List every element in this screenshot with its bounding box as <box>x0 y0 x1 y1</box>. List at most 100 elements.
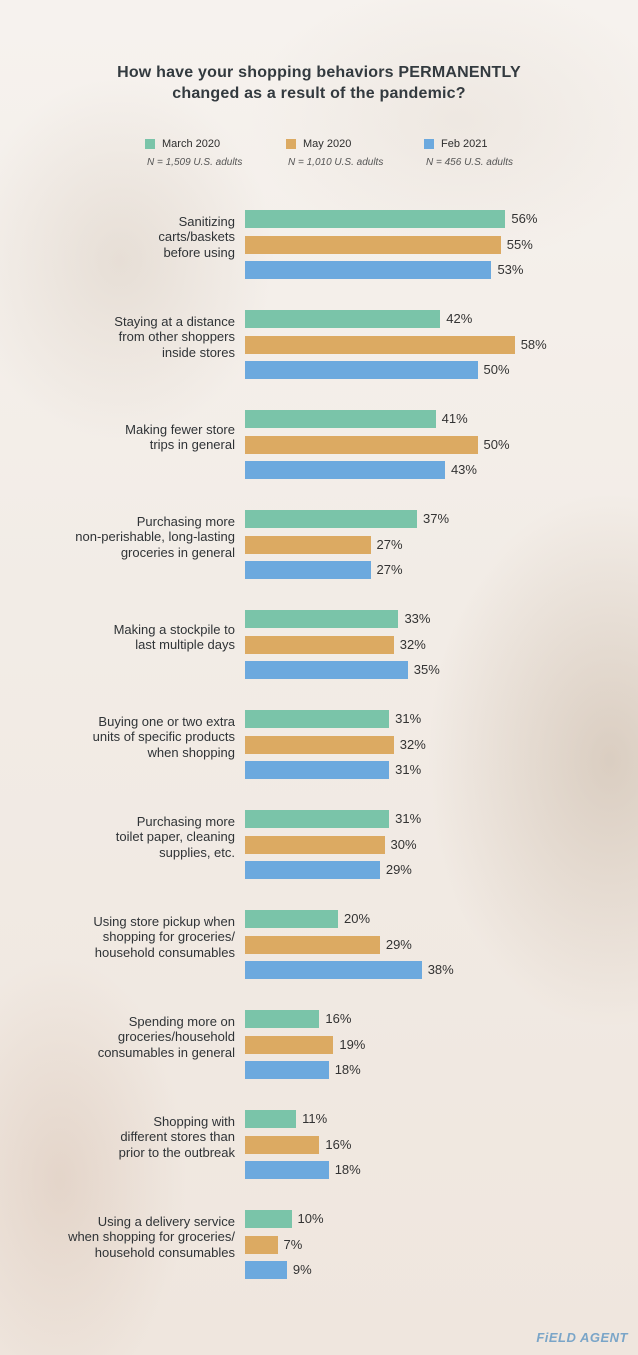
category-label-line: Staying at a distance <box>114 313 235 329</box>
category-label-line: from other shoppers <box>118 329 235 345</box>
value-label-feb-2021: 29% <box>385 862 412 877</box>
category-label-line: different stores than <box>120 1129 235 1145</box>
category-label-line: Shopping with <box>153 1113 235 1129</box>
bar-may-2020 <box>245 735 394 754</box>
category-label-line: household consumables <box>94 1244 235 1260</box>
category-label: Buying one or two extra units of specific… <box>20 714 235 761</box>
field-agent-logo: FiELD AGENT <box>536 1330 628 1345</box>
bar-feb-2021 <box>245 861 380 879</box>
category-label-line: inside stores <box>162 344 235 360</box>
value-label-feb-2021: 35% <box>413 662 440 677</box>
value-label-march-2020: 31% <box>395 811 422 826</box>
legend-note-march-2020: N = 1,509 U.S. adults <box>147 157 243 168</box>
category-label-line: supplies, etc. <box>159 844 235 860</box>
bar-feb-2021 <box>245 761 390 779</box>
bar-feb-2021 <box>245 961 422 979</box>
category-label-line: Making fewer store <box>125 421 235 437</box>
bar-feb-2021 <box>245 361 478 379</box>
category-label-line: carts/baskets <box>158 229 235 245</box>
bar-march-2020 <box>245 1110 297 1128</box>
value-label-may-2020: 32% <box>399 636 426 652</box>
legend-item-may-2020: May 2020 N = 1,010 U.S. adults <box>286 137 466 168</box>
bar-feb-2021 <box>245 661 408 679</box>
bar-feb-2021 <box>245 1261 287 1279</box>
value-label-feb-2021: 53% <box>497 262 524 277</box>
value-label-may-2020: 7% <box>283 1236 303 1252</box>
value-label-may-2020: 50% <box>483 436 510 452</box>
value-label-may-2020: 19% <box>339 1036 366 1052</box>
legend-note-feb-2021: N = 456 U.S. adults <box>426 157 513 168</box>
legend-label-feb-2021: Feb 2021 <box>441 138 488 150</box>
value-label-feb-2021: 18% <box>334 1062 361 1077</box>
bar-may-2020 <box>245 635 394 654</box>
category-label-line: when shopping <box>147 744 235 760</box>
category-label-line: groceries/household <box>117 1029 235 1045</box>
value-label-may-2020: 55% <box>506 236 533 252</box>
bar-march-2020 <box>245 210 506 228</box>
value-label-march-2020: 16% <box>325 1011 352 1026</box>
category-label-line: Making a stockpile to <box>113 621 235 637</box>
value-label-feb-2021: 18% <box>334 1162 361 1177</box>
category-label-line: last multiple days <box>135 637 235 652</box>
bar-may-2020 <box>245 535 371 554</box>
category-label: Sanitizing carts/baskets before using <box>20 214 235 261</box>
category-label: Using a delivery service when shopping fo… <box>20 1214 235 1261</box>
value-label-march-2020: 56% <box>511 211 538 226</box>
bar-march-2020 <box>245 510 418 528</box>
bar-march-2020 <box>245 810 390 828</box>
legend-swatch-march-2020 <box>145 139 155 149</box>
value-label-may-2020: 58% <box>520 336 547 352</box>
category-label-line: prior to the outbreak <box>118 1144 235 1160</box>
value-label-march-2020: 41% <box>441 411 468 426</box>
legend-label-may-2020: May 2020 <box>303 138 352 150</box>
bar-feb-2021 <box>245 261 492 279</box>
bar-may-2020 <box>245 835 385 854</box>
value-label-feb-2021: 43% <box>450 462 477 477</box>
bar-march-2020 <box>245 710 390 728</box>
bar-may-2020 <box>245 1135 320 1154</box>
category-label: Spending more on groceries/household consu… <box>20 1014 235 1061</box>
category-label-line: trips in general <box>149 437 235 452</box>
legend-swatch-may-2020 <box>286 139 296 149</box>
bar-march-2020 <box>245 910 338 928</box>
bar-may-2020 <box>245 1035 334 1054</box>
value-label-may-2020: 27% <box>376 536 403 552</box>
value-label-march-2020: 42% <box>446 311 473 326</box>
category-label: Purchasing more non-perishable, long-last… <box>20 514 235 561</box>
chart-title-line-2: changed as a result of the pandemic? <box>172 85 466 102</box>
value-label-march-2020: 33% <box>404 611 431 626</box>
bar-feb-2021 <box>245 1161 329 1179</box>
bar-may-2020 <box>245 335 515 354</box>
value-label-march-2020: 11% <box>302 1111 328 1126</box>
category-label-line: household consumables <box>94 944 235 960</box>
legend-note-may-2020: N = 1,010 U.S. adults <box>288 157 384 168</box>
category-label: Making fewer store trips in general <box>20 422 235 453</box>
category-label-line: non-perishable, long-lasting <box>75 529 235 545</box>
bar-feb-2021 <box>245 561 371 579</box>
value-label-may-2020: 29% <box>385 936 412 952</box>
value-label-march-2020: 31% <box>395 711 422 726</box>
category-label-line: Spending more on <box>128 1013 235 1029</box>
category-label-line: Purchasing more <box>136 813 235 829</box>
legend-swatch-feb-2021 <box>424 139 434 149</box>
value-label-feb-2021: 9% <box>292 1262 312 1277</box>
bar-may-2020 <box>245 235 501 254</box>
value-label-feb-2021: 31% <box>395 762 422 777</box>
category-label-line: Purchasing more <box>136 513 235 529</box>
value-label-may-2020: 16% <box>325 1136 352 1152</box>
category-label-line: Using store pickup when <box>93 913 235 929</box>
category-label: Purchasing more toilet paper, cleaning sup… <box>20 814 235 861</box>
category-label-line: when shopping for groceries/ <box>68 1229 235 1245</box>
bar-march-2020 <box>245 610 399 628</box>
value-label-march-2020: 37% <box>423 511 450 526</box>
category-label: Shopping with different stores than prior … <box>20 1114 235 1161</box>
legend-item-feb-2021: Feb 2021 N = 456 U.S. adults <box>424 137 604 168</box>
category-label-line: groceries in general <box>120 544 235 560</box>
legend-item-march-2020: March 2020 N = 1,509 U.S. adults <box>145 137 325 168</box>
value-label-may-2020: 32% <box>399 736 426 752</box>
bar-march-2020 <box>245 310 441 328</box>
legend-label-march-2020: March 2020 <box>162 138 221 150</box>
category-label-line: units of specific products <box>92 729 235 745</box>
bar-may-2020 <box>245 935 380 954</box>
